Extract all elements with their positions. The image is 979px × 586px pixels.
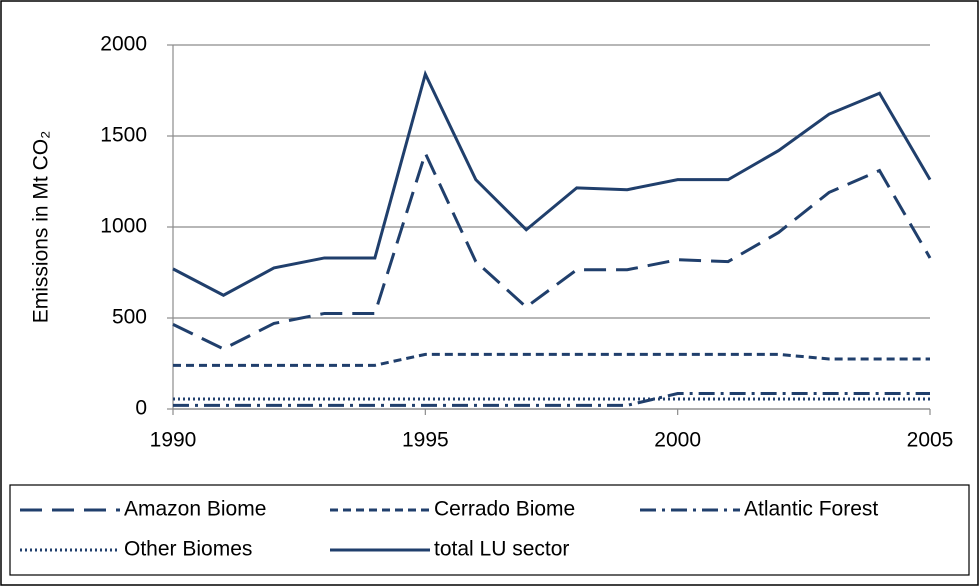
legend-label: Amazon Biome	[124, 498, 266, 521]
series-line	[172, 149, 932, 351]
y-axis-label: Emissions in Mt CO₂	[30, 131, 53, 324]
x-tick-label: 1995	[402, 429, 449, 452]
legend-label: total LU sector	[434, 538, 569, 561]
legend-label: Cerrado Biome	[434, 498, 575, 521]
x-tick-label: 2005	[907, 429, 954, 452]
series-line	[173, 352, 930, 367]
y-tick-label: 2000	[100, 33, 147, 56]
legend-box	[9, 484, 970, 576]
legend-label: Other Biomes	[124, 538, 252, 561]
series-line	[173, 392, 930, 407]
y-tick-label: 1500	[100, 124, 147, 147]
x-tick-label: 1990	[150, 429, 197, 452]
x-tick-label: 2000	[654, 429, 701, 452]
series-line	[172, 69, 932, 297]
y-tick-label: 500	[112, 306, 147, 329]
legend-label: Atlantic Forest	[744, 498, 878, 521]
y-tick-label: 1000	[100, 215, 147, 238]
y-tick-label: 0	[135, 397, 147, 420]
